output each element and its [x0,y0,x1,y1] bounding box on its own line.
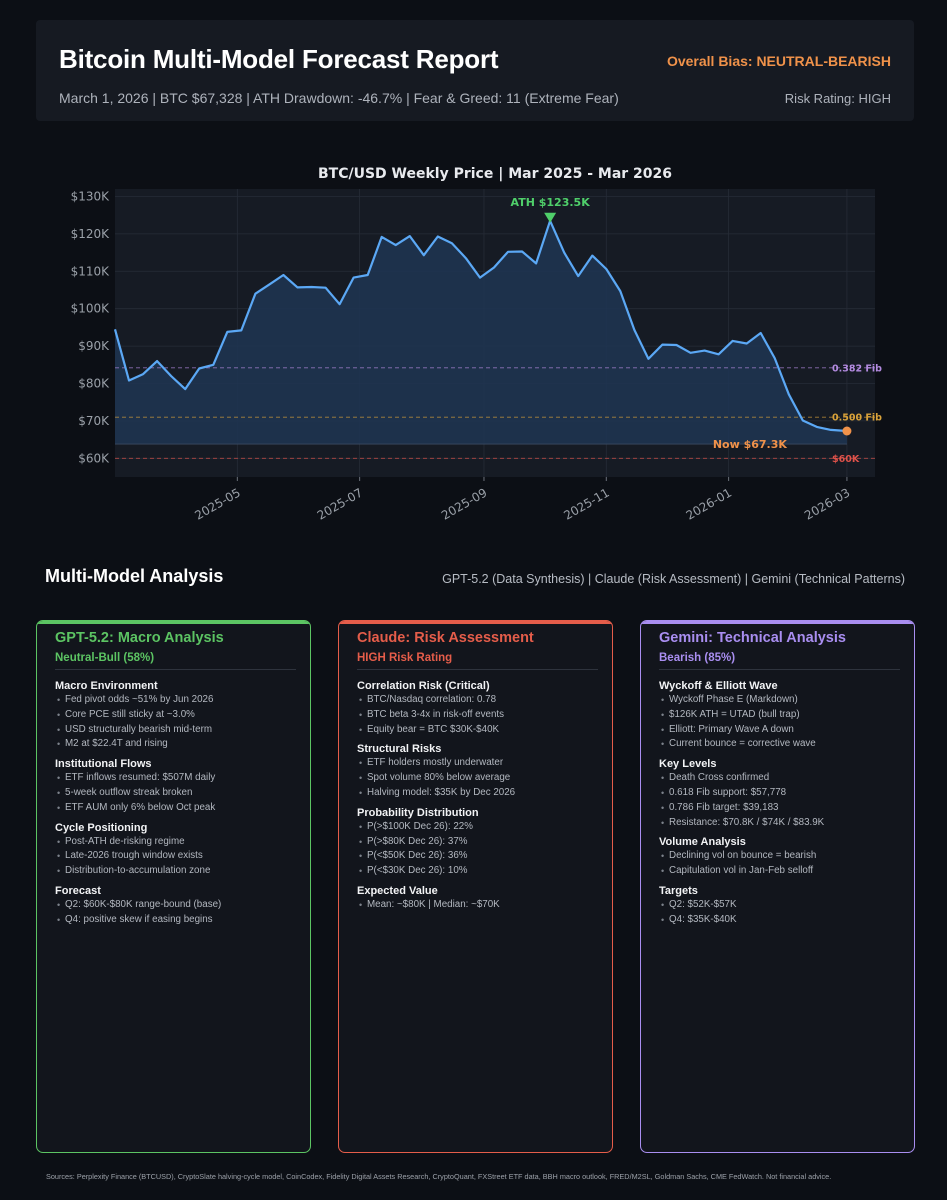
bullet-item: Equity bear = BTC $30K-$40K [357,723,602,738]
bullet-item: Fed pivot odds ~51% by Jun 2026 [55,693,300,708]
bullet-item: P(<$30K Dec 26): 10% [357,864,602,879]
card-body: Wyckoff & Elliott WaveWyckoff Phase E (M… [659,679,904,928]
price-chart: $60K $70K $80K $90K $100K $110K $120K $130K 2025… [71,166,883,523]
y-tick-label: $120K [71,227,111,241]
bullet-item: Wyckoff Phase E (Markdown) [659,693,904,708]
reference-line-label: $60K [832,454,860,465]
y-tick-label: $100K [71,302,111,316]
bullet-item: BTC beta 3-4x in risk-off events [357,708,602,723]
x-tick-label: 2026-01 [684,485,734,522]
section-heading: Key Levels [659,758,717,771]
bullet-item: 0.618 Fib support: $57,778 [659,786,904,801]
bullet-item: 0.786 Fib target: $39,183 [659,801,904,816]
card-verdict: HIGH Risk Rating [357,652,453,664]
bullet-item: Q4: $35K-$40K [659,913,904,928]
section-heading: Institutional Flows [55,758,152,771]
card-divider [357,669,598,670]
bullet-item: Spot volume 80% below average [357,771,602,786]
y-tick-label: $60K [78,451,110,465]
card-accent-bar [641,621,914,624]
card-body: Correlation Risk (Critical)BTC/Nasdaq co… [357,679,602,913]
y-tick-label: $80K [78,376,110,390]
bullet-item: ETF inflows resumed: $507M daily [55,771,300,786]
bullet-item: USD structurally bearish mid-term [55,723,300,738]
bullet-item: Late-2026 trough window exists [55,849,300,864]
section-heading: Correlation Risk (Critical) [357,680,490,692]
current-price-marker [842,426,852,436]
section-heading: Cycle Positioning [55,821,148,834]
chart-title: BTC/USD Weekly Price | Mar 2025 - Mar 20… [318,166,672,182]
section-heading: Volume Analysis [659,836,746,849]
bullet-item: Mean: ~$80K | Median: ~$70K [357,898,602,913]
card-verdict: Neutral-Bull (58%) [55,652,155,664]
report-header: Bitcoin Multi-Model Forecast Report Over… [36,20,914,121]
bullet-item: Declining vol on bounce = bearish [659,849,904,864]
card-title: Claude: Risk Assessment [357,630,534,646]
card-title: GPT-5.2: Macro Analysis [55,630,224,646]
card-title: Gemini: Technical Analysis [659,630,846,646]
bullet-item: BTC/Nasdaq correlation: 0.78 [357,693,602,708]
x-tick-label: 2025-07 [315,485,365,522]
bullet-item: Core PCE still sticky at ~3.0% [55,708,300,723]
bullet-item: P(>$100K Dec 26): 22% [357,820,602,835]
section-heading: Macro Environment [55,680,158,692]
section-heading: Structural Risks [357,743,442,756]
ath-label: ATH $123.5K [511,196,591,209]
bullet-item: P(<$50K Dec 26): 36% [357,849,602,864]
bullet-item: Post-ATH de-risking regime [55,835,300,850]
section-heading: Expected Value [357,884,438,897]
current-price-label: Now $67.3K [713,438,788,451]
bullet-item: Resistance: $70.8K / $74K / $83.9K [659,816,904,831]
card-divider [55,669,296,670]
x-tick-label: 2025-09 [439,485,489,522]
price-area-fill [115,220,847,445]
y-tick-label: $110K [71,264,111,278]
bullet-item: $126K ATH = UTAD (bull trap) [659,708,904,723]
report-title: Bitcoin Multi-Model Forecast Report [59,44,499,74]
analysis-title: Multi-Model Analysis [45,566,224,586]
bullet-item: Capitulation vol in Jan-Feb selloff [659,864,904,879]
card-divider [659,669,900,670]
overall-bias: Overall Bias: NEUTRAL-BEARISH [666,53,891,69]
x-tick-label: 2025-11 [561,485,611,522]
analysis-subtitle: GPT-5.2 (Data Synthesis) | Claude (Risk … [442,572,905,586]
bullet-item: Elliott: Primary Wave A down [659,723,904,738]
card-accent-bar [37,621,310,624]
y-tick-label: $70K [78,414,110,428]
card-body: Macro EnvironmentFed pivot odds ~51% by … [55,679,300,928]
bullet-item: ETF AUM only 6% below Oct peak [55,801,300,816]
card-accent-bar [339,621,612,624]
bullet-item: 5-week outflow streak broken [55,786,300,801]
bullet-item: ETF holders mostly underwater [357,756,602,771]
reference-line-label: 0.382 Fib [832,363,882,374]
bullet-item: M2 at $22.4T and rising [55,737,300,752]
analysis-card: GPT-5.2: Macro Analysis Neutral-Bull (58%… [36,620,311,1153]
bullet-item: Q2: $60K-$80K range-bound (base) [55,898,300,913]
analysis-card: Claude: Risk Assessment HIGH Risk Rating C… [338,620,613,1153]
bullet-item: Q4: positive skew if easing begins [55,913,300,928]
bullet-item: Death Cross confirmed [659,771,904,786]
y-tick-label: $130K [71,189,111,203]
ath-marker [544,212,557,223]
section-heading: Targets [659,884,698,897]
analysis-card: Gemini: Technical Analysis Bearish (85%) W… [640,620,915,1153]
price-line [113,219,847,433]
bullet-item: P(>$80K Dec 26): 37% [357,835,602,850]
bullet-item: Q2: $52K-$57K [659,898,904,913]
risk-rating: Risk Rating: HIGH [784,91,891,106]
sources-footnote: Sources: Perplexity Finance (BTCUSD), Cr… [46,1172,832,1181]
x-tick-label: 2026-03 [802,485,852,522]
y-tick-label: $90K [78,339,110,353]
section-heading: Probability Distribution [357,806,479,819]
bullet-item: Halving model: $35K by Dec 2026 [357,786,602,801]
bullet-item: Distribution-to-accumulation zone [55,864,300,879]
x-tick-label: 2025-05 [192,485,242,522]
reference-line-label: 0.500 Fib [832,413,882,424]
card-verdict: Bearish (85%) [659,652,736,664]
section-heading: Forecast [55,884,101,897]
report-meta: March 1, 2026 | BTC $67,328 | ATH Drawdo… [59,90,619,106]
section-heading: Wyckoff & Elliott Wave [659,680,778,692]
bullet-item: Current bounce = corrective wave [659,737,904,752]
